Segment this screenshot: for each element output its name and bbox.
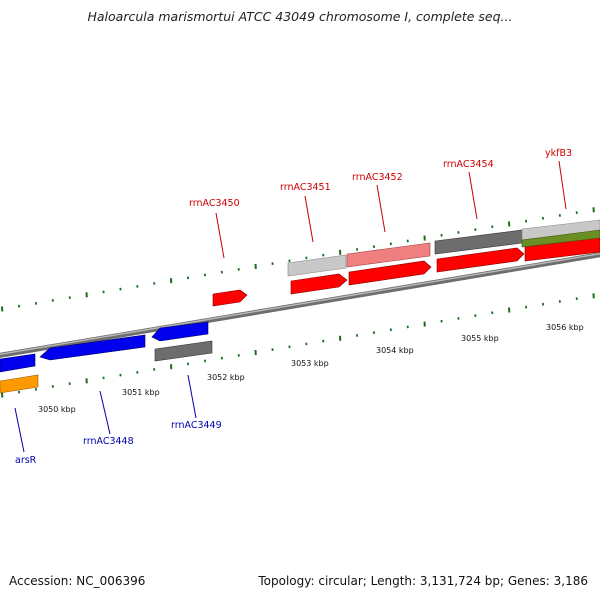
feature-minus-3[interactable] — [151, 321, 209, 342]
gene-label-arsR[interactable]: arsR — [15, 455, 37, 466]
leader-rrnAC3448 — [99, 390, 111, 435]
gene-labels: arsR rrnAC3448 rrnAC3449 rrnAC3450 rrnAC… — [15, 148, 572, 466]
sequence-backbone — [0, 252, 600, 358]
leader-rrnAC3454 — [468, 171, 478, 220]
tick-label: 3052 kbp — [207, 373, 245, 382]
ruler-labels: 3050 kbp 3051 kbp 3052 kbp 3053 kbp 3054… — [38, 323, 584, 414]
gene-label-rrnAC3454[interactable]: rrnAC3454 — [443, 159, 494, 170]
feature-plus-red-2[interactable] — [348, 260, 432, 286]
tick-label: 3054 kbp — [376, 346, 414, 355]
accession-text: Accession: NC_006396 — [9, 574, 146, 588]
gene-label-rrnAC3451[interactable]: rrnAC3451 — [280, 182, 331, 193]
minus-strand-features — [0, 321, 213, 394]
gene-leader-lines — [14, 160, 567, 453]
leader-rrnAC3450 — [215, 212, 225, 259]
feature-rna-pink-1[interactable] — [346, 242, 431, 268]
feature-plus-rrnAC3450[interactable] — [212, 289, 248, 307]
gene-label-rrnAC3452[interactable]: rrnAC3452 — [352, 172, 403, 183]
feature-rna-light-gray-1[interactable] — [287, 254, 347, 277]
leader-rrnAC3451 — [304, 195, 314, 243]
feature-plus-red-1[interactable] — [290, 273, 348, 295]
feature-olive-1[interactable] — [521, 229, 600, 248]
sequence-backbone-highlight — [0, 252, 600, 356]
leader-ykfB3 — [558, 160, 567, 210]
map-title: Haloarcula marismortui ATCC 43049 chromo… — [87, 9, 513, 24]
leader-arsR — [14, 407, 25, 453]
feature-minus-gray-1[interactable] — [154, 340, 213, 362]
leader-rrnAC3452 — [376, 184, 386, 233]
outer-ruler-ticks — [1, 207, 595, 312]
tick-label: 3050 kbp — [38, 405, 76, 414]
leader-rrnAC3449 — [187, 374, 197, 419]
topology-summary: Topology: circular; Length: 3,131,724 bp… — [258, 574, 588, 588]
inner-ruler-ticks — [1, 293, 595, 398]
gene-label-rrnAC3449[interactable]: rrnAC3449 — [171, 420, 222, 431]
tick-label: 3051 kbp — [122, 388, 160, 397]
feature-minus-orange-1[interactable] — [0, 374, 39, 394]
tick-label: 3056 kbp — [546, 323, 584, 332]
tick-label: 3055 kbp — [461, 334, 499, 343]
feature-minus-2[interactable] — [39, 334, 146, 361]
gene-label-rrnAC3448[interactable]: rrnAC3448 — [83, 436, 134, 447]
feature-plus-red-3[interactable] — [436, 247, 525, 273]
plus-strand-features — [212, 219, 600, 307]
tick-label: 3053 kbp — [291, 359, 329, 368]
feature-light-gray-2[interactable] — [521, 219, 600, 241]
gene-label-rrnAC3450[interactable]: rrnAC3450 — [189, 198, 240, 209]
feature-minus-1[interactable] — [0, 353, 36, 373]
gene-label-ykfB3[interactable]: ykfB3 — [545, 148, 572, 159]
